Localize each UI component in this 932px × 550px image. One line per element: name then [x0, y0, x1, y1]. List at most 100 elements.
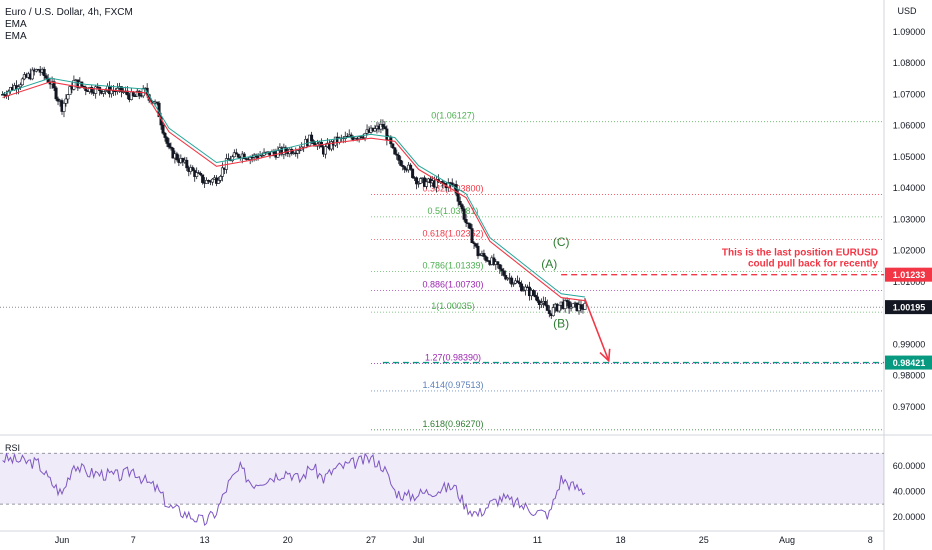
candle-body — [476, 245, 480, 257]
ema-line-red — [2, 81, 586, 302]
candle-body — [468, 223, 472, 229]
x-tick-label: 11 — [533, 535, 542, 545]
candle-body — [391, 143, 395, 149]
candle-body — [218, 176, 222, 181]
candle-body — [401, 165, 405, 167]
candle-body — [504, 275, 508, 280]
candle-body — [569, 306, 573, 309]
candle-body — [409, 164, 413, 170]
wave-label: (C) — [553, 235, 570, 249]
rsi-tick-label: 20.0000 — [893, 512, 926, 522]
current-price-tag: 1.00195 — [893, 303, 926, 313]
candle-body — [30, 69, 34, 80]
candle-body — [403, 166, 407, 170]
candle-body — [399, 160, 403, 166]
candle-body — [547, 310, 551, 314]
candle-body — [393, 147, 397, 155]
candle-body — [417, 182, 421, 185]
candle-body — [119, 86, 123, 93]
candle-body — [296, 150, 300, 154]
candle-body — [161, 124, 165, 134]
candle-body — [250, 156, 254, 159]
candle-body — [137, 90, 141, 96]
candle-body — [583, 303, 587, 310]
candle-body — [155, 101, 159, 104]
candle-body — [131, 91, 135, 97]
rsi-label: RSI — [5, 443, 20, 453]
candle-body — [458, 201, 462, 206]
x-tick-label: 13 — [200, 535, 210, 545]
y-tick-label: 1.04000 — [893, 183, 926, 193]
candle-body — [567, 301, 571, 309]
candle-body — [565, 300, 569, 302]
ema-line-teal — [2, 77, 586, 298]
candle-body — [551, 307, 555, 316]
candle-body — [484, 256, 488, 261]
resistance-note: could pull back for recently — [748, 259, 878, 270]
wave-label: (A) — [541, 257, 557, 271]
fib-level-label: 0.5(1.03081) — [427, 206, 478, 216]
candle-body — [220, 167, 224, 177]
candle-body — [84, 86, 88, 91]
candle-body — [169, 146, 173, 149]
candle-body — [462, 208, 466, 220]
candle-body — [415, 177, 419, 185]
candle-body — [498, 264, 502, 270]
y-tick-label: 1.03000 — [893, 214, 926, 224]
candle-body — [531, 290, 535, 296]
candle-body — [524, 286, 528, 291]
y-tick-label: 0.99000 — [893, 339, 926, 349]
candle-body — [486, 260, 490, 262]
candle-body — [533, 294, 537, 298]
candle-body — [226, 158, 230, 160]
target-price-tag: 0.98421 — [893, 358, 926, 368]
candle-body — [518, 282, 522, 285]
candle-body — [502, 270, 506, 276]
resistance-note: This is the last position EURUSD — [722, 248, 878, 259]
wave-label: (B) — [553, 316, 569, 330]
rsi-tick-label: 60.0000 — [893, 461, 926, 471]
candle-body — [474, 243, 478, 247]
y-tick-label: 1.06000 — [893, 121, 926, 131]
candle-body — [42, 68, 46, 76]
candle-body — [94, 86, 98, 94]
candle-body — [211, 178, 215, 183]
candle-body — [90, 87, 94, 93]
candle-body — [466, 222, 470, 225]
x-tick-label: 25 — [699, 535, 709, 545]
x-tick-label: 20 — [283, 535, 293, 545]
candle-body — [492, 257, 496, 265]
candle-body — [395, 153, 399, 156]
candle-body — [496, 261, 500, 265]
candle-body — [545, 304, 549, 311]
candle-body — [163, 132, 167, 138]
candle-body — [171, 147, 175, 159]
currency-label: USD — [897, 6, 917, 16]
y-tick-label: 1.05000 — [893, 152, 926, 162]
forecast-arrow-head — [599, 348, 611, 363]
resistance-price-tag: 1.01233 — [893, 270, 926, 280]
candle-body — [232, 152, 236, 158]
x-tick-label: 27 — [366, 535, 376, 545]
candle-body — [248, 156, 252, 160]
candle-body — [197, 172, 201, 174]
candle-body — [64, 98, 68, 104]
candle-body — [230, 156, 234, 162]
candle-body — [460, 204, 464, 210]
candle-body — [216, 180, 220, 184]
candle-body — [195, 172, 199, 177]
fib-level-label: 0(1.06127) — [431, 111, 475, 121]
candle-body — [205, 180, 209, 184]
fib-level-label: 1.618(0.96270) — [422, 419, 483, 429]
x-tick-label: 18 — [616, 535, 626, 545]
candle-body — [383, 126, 387, 130]
rsi-tick-label: 40.0000 — [893, 486, 926, 496]
fib-level-label: 0.786(1.01339) — [422, 260, 483, 270]
candle-body — [472, 242, 476, 244]
resistance-price-tag-bg — [885, 267, 932, 282]
candle-body — [579, 304, 583, 309]
candle-body — [450, 182, 454, 186]
candle-body — [482, 253, 486, 257]
candle-body — [510, 277, 514, 285]
